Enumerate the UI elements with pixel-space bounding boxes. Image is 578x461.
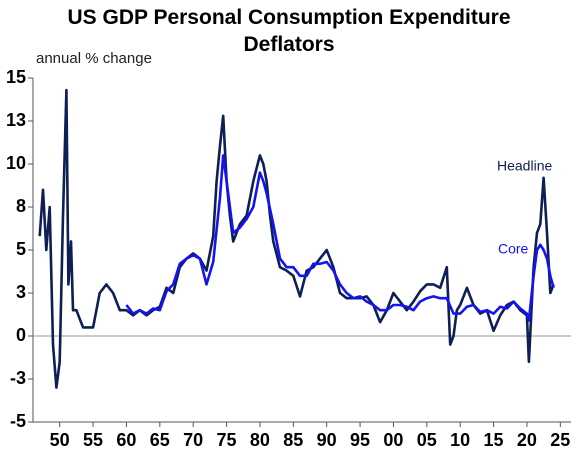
x-tick-label: 85 [283, 430, 303, 450]
y-tick-label: 5 [16, 239, 26, 259]
x-tick-label: 05 [417, 430, 437, 450]
x-tick-label: 65 [150, 430, 170, 450]
x-tick-label: 60 [116, 430, 136, 450]
chart-title: US GDP Personal Consumption Expenditure … [67, 6, 511, 56]
line-headline [38, 88, 555, 389]
y-tick-label: -3 [10, 368, 26, 388]
line-core [125, 154, 555, 322]
x-tick-label: 10 [450, 430, 470, 450]
y-tick-label: 0 [16, 325, 26, 345]
y-tick-label: 10 [6, 153, 26, 173]
x-tick-label: 75 [217, 430, 237, 450]
x-tick-label: 15 [484, 430, 504, 450]
x-tick-label: 70 [183, 430, 203, 450]
x-tick-label: 95 [350, 430, 370, 450]
y-tick-label: 13 [6, 110, 26, 130]
x-tick-label: 00 [383, 430, 403, 450]
x-tick-label: 25 [550, 430, 570, 450]
legend-label: Core [498, 241, 529, 257]
y-tick-label: -5 [10, 411, 26, 431]
legend-label: Headline [497, 158, 552, 174]
x-tick-label: 55 [83, 430, 103, 450]
x-tick-label: 20 [517, 430, 537, 450]
y-tick-label: 3 [16, 282, 26, 302]
y-tick-label: 8 [16, 196, 26, 216]
y-tick-label: 15 [6, 67, 26, 87]
x-tick-label: 90 [317, 430, 337, 450]
x-tick-label: 80 [250, 430, 270, 450]
x-tick-label: 50 [50, 430, 70, 450]
subtitle: annual % change [36, 50, 152, 67]
